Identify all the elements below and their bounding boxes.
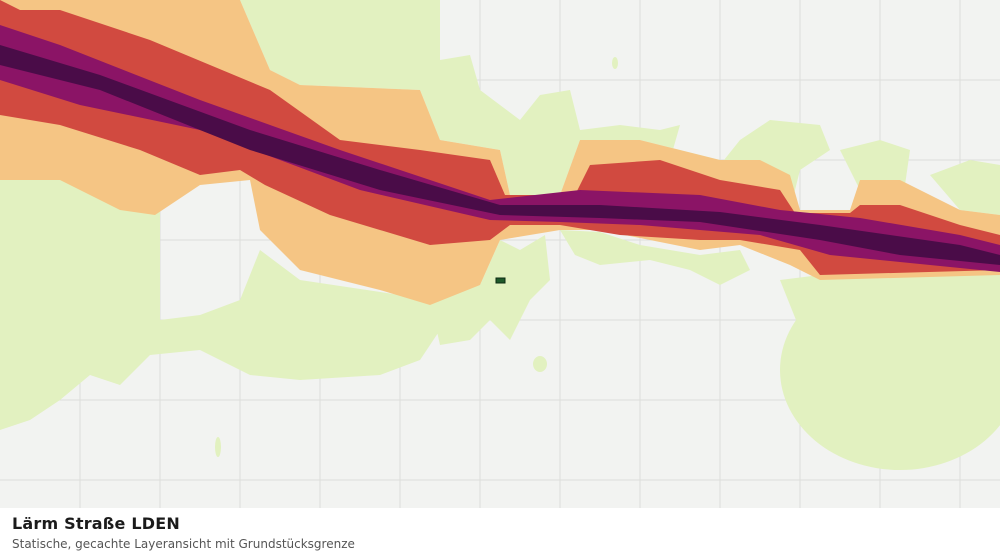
caption: Lärm Straße LDEN Statische, gecachte Lay… — [0, 508, 1000, 560]
map-title: Lärm Straße LDEN — [12, 514, 180, 533]
noise-band-65 — [0, 25, 1000, 272]
map-subtitle: Statische, gecachte Layeransicht mit Gru… — [12, 537, 355, 551]
parcel-marker — [495, 277, 506, 284]
noise-band-70 — [0, 45, 1000, 265]
noise-map — [0, 0, 1000, 508]
